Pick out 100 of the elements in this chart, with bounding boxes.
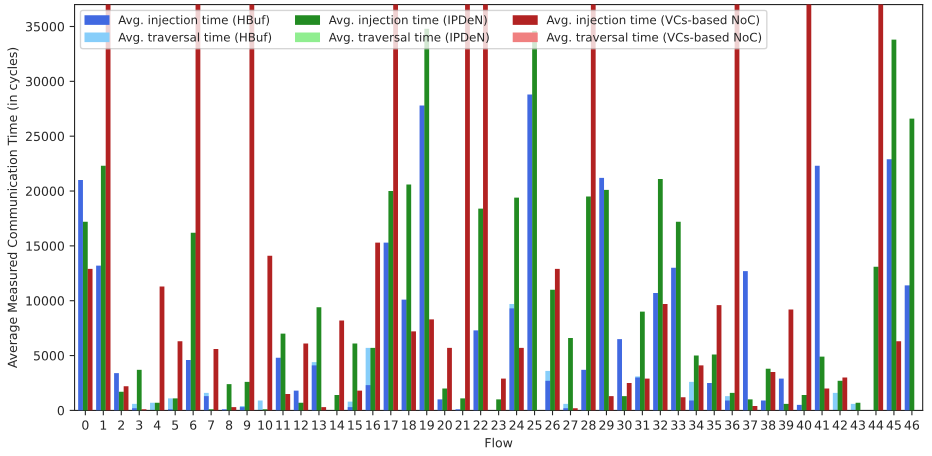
x-tick-label: 21 [456, 420, 470, 430]
bar [352, 343, 358, 410]
bar [244, 382, 250, 410]
bar [568, 338, 573, 410]
bar [874, 266, 878, 410]
bar [298, 402, 304, 410]
x-tick-label: 14 [330, 420, 344, 430]
bar [316, 307, 322, 410]
bar [626, 382, 632, 410]
x-tick-label: 32 [653, 420, 668, 430]
x-tick-label: 4 [154, 420, 160, 430]
bar [622, 396, 627, 410]
x-tick-label: 8 [226, 420, 232, 430]
bar [742, 271, 748, 410]
bar [806, 4, 812, 410]
bar [586, 196, 591, 410]
legend-label: Avg. traversal time (IPDeN) [328, 32, 489, 44]
bar [276, 358, 281, 410]
bar [778, 378, 784, 410]
bar [402, 300, 406, 410]
x-tick-label: 45 [886, 420, 901, 430]
legend-label: Avg. injection time (VCs-based NoC) [546, 15, 760, 27]
bar [303, 343, 308, 410]
x-tick-label: 30 [617, 420, 632, 430]
bar [168, 398, 173, 410]
bar [707, 382, 712, 410]
bar [658, 178, 663, 410]
bar [100, 166, 106, 410]
bar [716, 305, 722, 410]
y-tick-label: 35000 [26, 22, 64, 32]
x-tick-label: 18 [402, 420, 416, 430]
bar [370, 348, 376, 410]
x-tick-label: 37 [743, 420, 758, 430]
bar [514, 198, 519, 410]
bar [339, 320, 344, 410]
bar [581, 370, 586, 410]
x-tick-label: 17 [384, 420, 398, 430]
y-tick-label: 15000 [26, 241, 64, 251]
x-tick-label: 46 [904, 420, 920, 430]
x-tick-label: 6 [190, 420, 196, 430]
x-tick-label: 39 [779, 420, 794, 430]
bar [518, 348, 524, 410]
x-tick-label: 29 [599, 420, 614, 430]
x-axis-title: Flow [486, 438, 512, 448]
bar [411, 331, 416, 410]
bar [662, 304, 668, 410]
bar [124, 386, 128, 410]
x-tick-label: 10 [258, 420, 272, 430]
x-tick-label: 42 [832, 420, 847, 430]
bar [294, 390, 299, 410]
bar [429, 319, 434, 410]
bar [886, 159, 892, 410]
x-tick-label: 11 [276, 420, 290, 430]
bar [680, 397, 686, 410]
x-tick-label: 35 [707, 420, 722, 430]
bar [160, 286, 164, 410]
bar [172, 398, 178, 410]
x-tick-label: 22 [474, 420, 488, 430]
bar [838, 380, 842, 410]
bar [214, 348, 218, 410]
x-tick-label: 9 [244, 420, 250, 430]
bar [904, 285, 910, 410]
y-tick-label: 10000 [26, 296, 64, 306]
bar [760, 400, 766, 410]
x-tick-label: 13 [312, 420, 326, 430]
x-tick-label: 34 [689, 420, 704, 430]
bar [442, 388, 448, 410]
bar [150, 402, 155, 410]
bar [832, 392, 838, 410]
x-tick-label: 28 [581, 420, 596, 430]
bar [178, 341, 182, 410]
bar [420, 105, 424, 410]
y-tick-label: 5000 [34, 351, 64, 360]
y-tick-label: 0 [58, 406, 64, 416]
bar [78, 180, 83, 410]
bar [226, 384, 232, 410]
x-tick-label: 41 [814, 420, 829, 430]
bar [438, 399, 442, 410]
x-tick-label: 16 [366, 420, 380, 430]
bar [96, 266, 101, 410]
bar [770, 372, 776, 410]
bar [689, 400, 694, 410]
x-tick-label: 38 [761, 420, 776, 430]
y-tick-label: 20000 [26, 186, 64, 196]
bar [384, 242, 388, 410]
bar [460, 398, 466, 410]
x-tick-label: 44 [868, 420, 884, 430]
x-tick-label: 0 [82, 420, 88, 430]
bar [348, 407, 352, 410]
bar [118, 392, 124, 410]
bar [388, 191, 394, 410]
x-tick-label: 25 [528, 420, 542, 430]
bar [473, 330, 478, 410]
x-tick-label: 23 [492, 420, 506, 430]
bar [694, 356, 699, 410]
bar [788, 309, 794, 410]
bar [653, 293, 658, 410]
x-tick-label: 26 [545, 420, 560, 430]
x-tick-label: 24 [510, 420, 524, 430]
bar [114, 373, 119, 410]
